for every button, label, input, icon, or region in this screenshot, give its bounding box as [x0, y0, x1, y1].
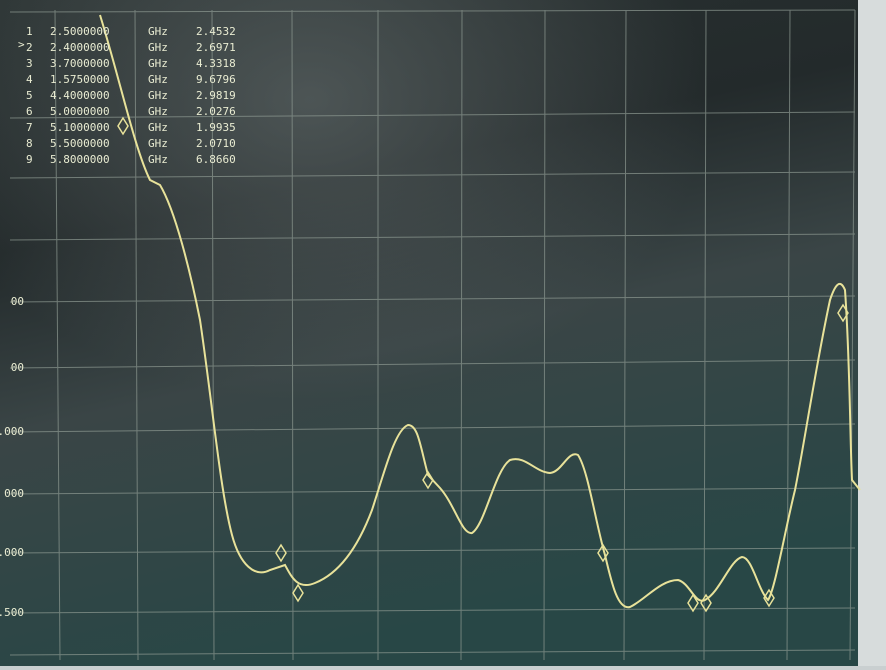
- marker-index: 5: [26, 89, 33, 102]
- marker-value: 2.6971: [196, 41, 236, 54]
- marker-index: 1: [26, 25, 33, 38]
- marker-unit: GHz: [148, 41, 168, 54]
- scale-label: 000: [4, 487, 24, 500]
- scale-label: 00: [11, 361, 24, 374]
- grid: [9, 9, 856, 661]
- marker-value: 1.9935: [196, 121, 236, 134]
- marker-index: 4: [26, 73, 33, 86]
- trace: [99, 14, 861, 609]
- marker-frequency: 1.5750000: [50, 73, 110, 86]
- left-scale: 00 00 .000 000 .000 .500: [0, 295, 24, 619]
- marker-index: 7: [26, 121, 33, 134]
- marker-frequency: 4.4000000: [50, 89, 110, 102]
- marker-unit: GHz: [148, 73, 168, 86]
- scale-label: 00: [11, 295, 24, 308]
- marker-frequency: 5.1000000: [50, 121, 110, 134]
- active-marker: >: [18, 38, 25, 51]
- marker-frequency: 5.5000000: [50, 137, 110, 150]
- marker-unit: GHz: [148, 89, 168, 102]
- bezel: [858, 0, 886, 666]
- marker-frequency: 2.4000000: [50, 41, 110, 54]
- marker-flags: [117, 116, 849, 613]
- scale-label: .500: [0, 606, 24, 619]
- marker-value: 9.6796: [196, 73, 236, 86]
- marker-frequency: 5.8000000: [50, 153, 110, 166]
- marker-table: 1 2.5000000 GHz 2.4532 2 2.4000000 GHz 2.6971 3 3…: [26, 25, 236, 166]
- marker-unit: GHz: [148, 105, 168, 118]
- marker-unit: GHz: [148, 137, 168, 150]
- marker-unit: GHz: [148, 57, 168, 70]
- marker-index: 3: [26, 57, 33, 70]
- marker-index: 8: [26, 137, 33, 150]
- marker-frequency: 3.7000000: [50, 57, 110, 70]
- marker-unit: GHz: [148, 25, 168, 38]
- marker-frequency: 5.0000000: [50, 105, 110, 118]
- marker-value: 2.9819: [196, 89, 236, 102]
- marker-index: 9: [26, 153, 33, 166]
- marker-value: 2.4532: [196, 25, 236, 38]
- marker-unit: GHz: [148, 153, 168, 166]
- marker-index: 6: [26, 105, 33, 118]
- scale-label: .000: [0, 425, 24, 438]
- marker-frequency: 2.5000000: [50, 25, 110, 38]
- marker-value: 2.0276: [196, 105, 236, 118]
- scale-label: .000: [0, 546, 24, 559]
- marker-value: 2.0710: [196, 137, 236, 150]
- marker-value: 6.8660: [196, 153, 236, 166]
- marker-unit: GHz: [148, 121, 168, 134]
- marker-value: 4.3318: [196, 57, 236, 70]
- marker-index: 2: [26, 41, 33, 54]
